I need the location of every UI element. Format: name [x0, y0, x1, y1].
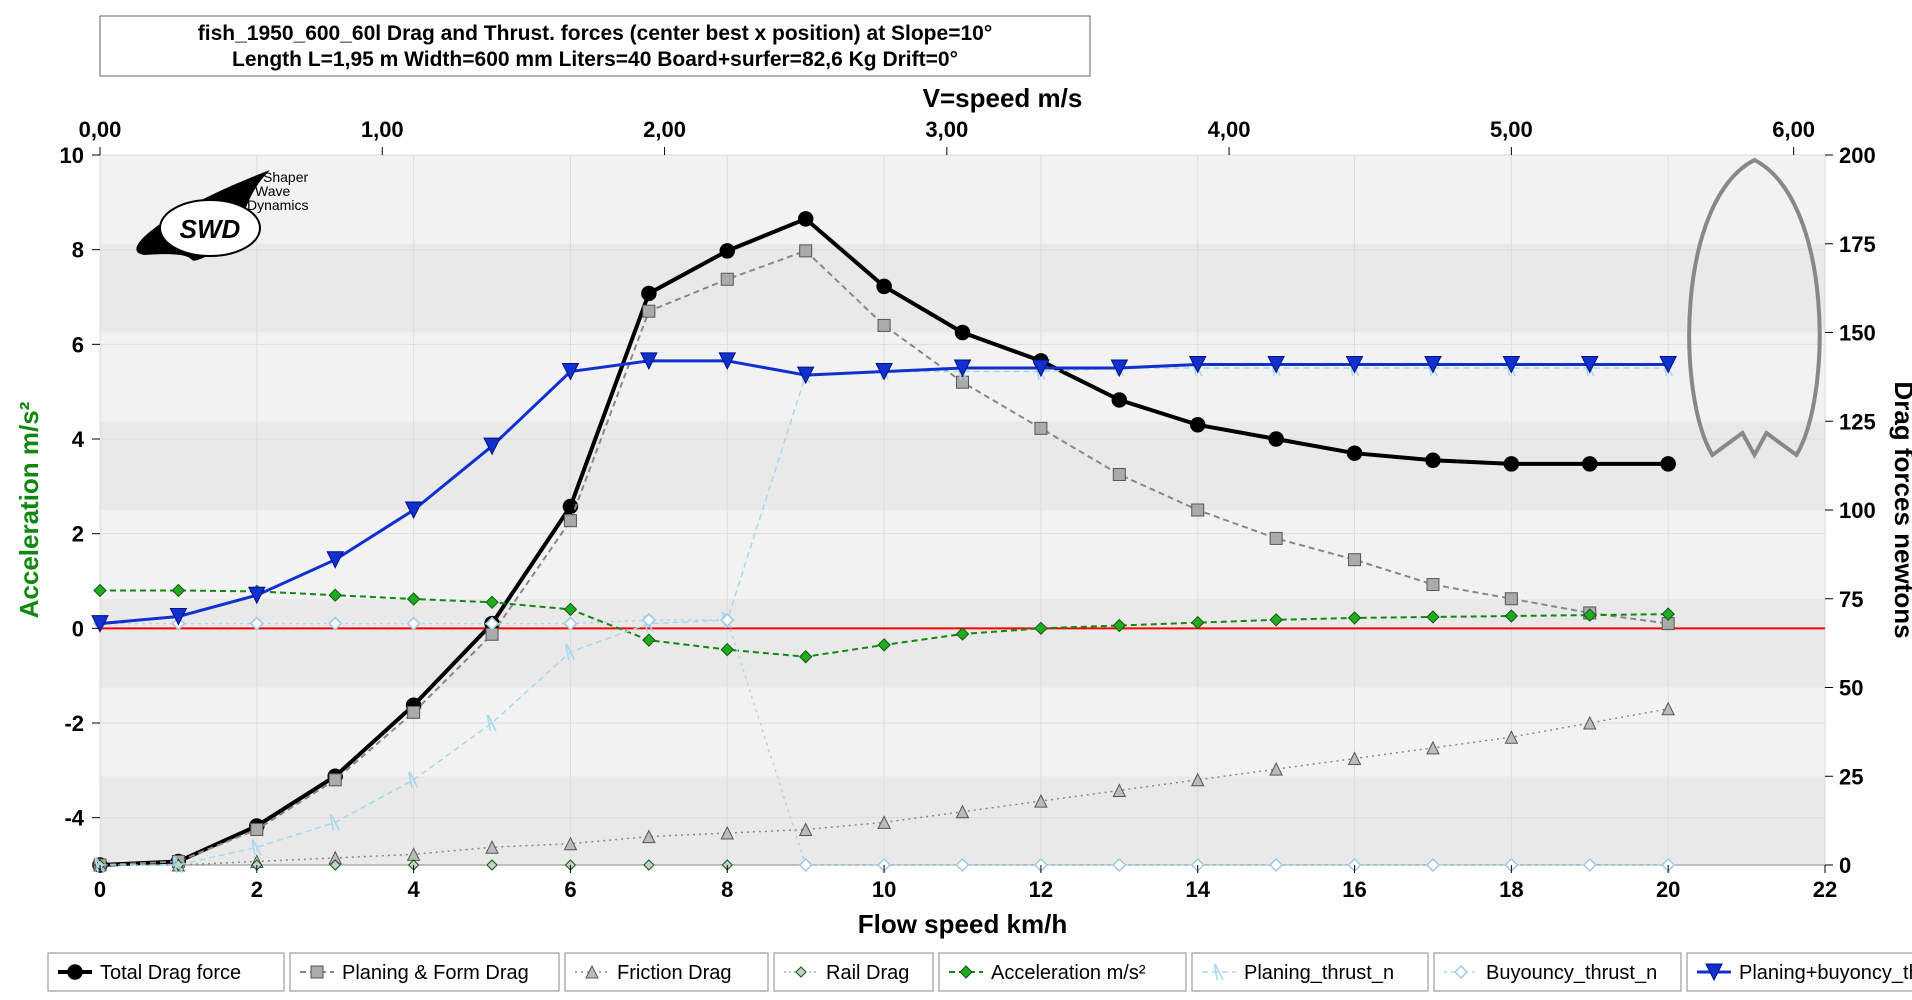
bottom-tick-label: 8 — [721, 877, 733, 902]
bottom-tick-label: 10 — [872, 877, 896, 902]
swd-text: Dynamics — [247, 197, 308, 213]
bottom-tick-label: 14 — [1185, 877, 1210, 902]
legend-label: Rail Drag — [826, 962, 909, 984]
bottom-tick-label: 12 — [1029, 877, 1053, 902]
bottom-tick-label: 6 — [564, 877, 576, 902]
top-tick-label: 0,00 — [79, 117, 122, 142]
right-tick-label: 150 — [1839, 321, 1876, 346]
swd-abbr: SWD — [180, 214, 241, 244]
plot-band — [100, 776, 1825, 865]
right-tick-label: 200 — [1839, 143, 1876, 168]
right-tick-label: 0 — [1839, 853, 1851, 878]
bottom-tick-label: 16 — [1342, 877, 1366, 902]
right-tick-label: 75 — [1839, 587, 1863, 612]
top-axis-label: V=speed m/s — [923, 83, 1083, 113]
bottom-tick-label: 18 — [1499, 877, 1523, 902]
plot-band — [100, 244, 1825, 333]
bottom-tick-label: 4 — [408, 877, 421, 902]
left-tick-label: -2 — [64, 711, 84, 736]
title-line1: fish_1950_600_60l Drag and Thrust. force… — [198, 22, 992, 45]
left-tick-label: 0 — [72, 616, 84, 641]
right-tick-label: 25 — [1839, 764, 1863, 789]
bottom-tick-label: 2 — [251, 877, 263, 902]
top-tick-label: 3,00 — [925, 117, 968, 142]
right-tick-label: 175 — [1839, 232, 1876, 257]
legend-label: Planing_thrust_n — [1244, 962, 1394, 984]
bottom-tick-label: 22 — [1813, 877, 1837, 902]
left-tick-label: -4 — [64, 806, 84, 831]
plot-band — [100, 599, 1825, 688]
right-tick-label: 125 — [1839, 409, 1876, 434]
left-tick-label: 6 — [72, 332, 84, 357]
left-tick-label: 8 — [72, 238, 84, 263]
top-tick-label: 4,00 — [1208, 117, 1251, 142]
plot-band — [100, 155, 1825, 244]
top-tick-label: 1,00 — [361, 117, 404, 142]
bottom-axis-label: Flow speed km/h — [858, 909, 1068, 939]
left-axis-label: Acceleration m/s² — [14, 401, 44, 618]
legend-label: Total Drag force — [100, 962, 241, 984]
title-line2: Length L=1,95 m Width=600 mm Liters=40 B… — [232, 48, 958, 71]
left-tick-label: 4 — [72, 427, 85, 452]
legend-label: Acceleration m/s² — [991, 962, 1146, 984]
left-tick-label: 2 — [72, 522, 84, 547]
bottom-tick-label: 20 — [1656, 877, 1680, 902]
chart-svg: 0246810121416182022Flow speed km/h0,001,… — [0, 0, 1912, 1000]
chart-root: 0246810121416182022Flow speed km/h0,001,… — [0, 0, 1912, 1000]
top-tick-label: 6,00 — [1772, 117, 1815, 142]
bottom-tick-label: 0 — [94, 877, 106, 902]
top-tick-label: 2,00 — [643, 117, 686, 142]
plot-band — [100, 510, 1825, 599]
right-tick-label: 100 — [1839, 498, 1876, 523]
plot-band — [100, 688, 1825, 777]
legend-label: Planing & Form Drag — [342, 962, 529, 984]
legend-label: Buyouncy_thrust_n — [1486, 962, 1657, 984]
legend-label: Friction Drag — [617, 962, 731, 984]
right-tick-label: 50 — [1839, 676, 1863, 701]
right-axis-label: Drag forces newtons — [1889, 381, 1912, 638]
legend-label: Planing+buyoncy_thrust_n — [1739, 962, 1912, 984]
top-tick-label: 5,00 — [1490, 117, 1533, 142]
left-tick-label: 10 — [60, 143, 84, 168]
